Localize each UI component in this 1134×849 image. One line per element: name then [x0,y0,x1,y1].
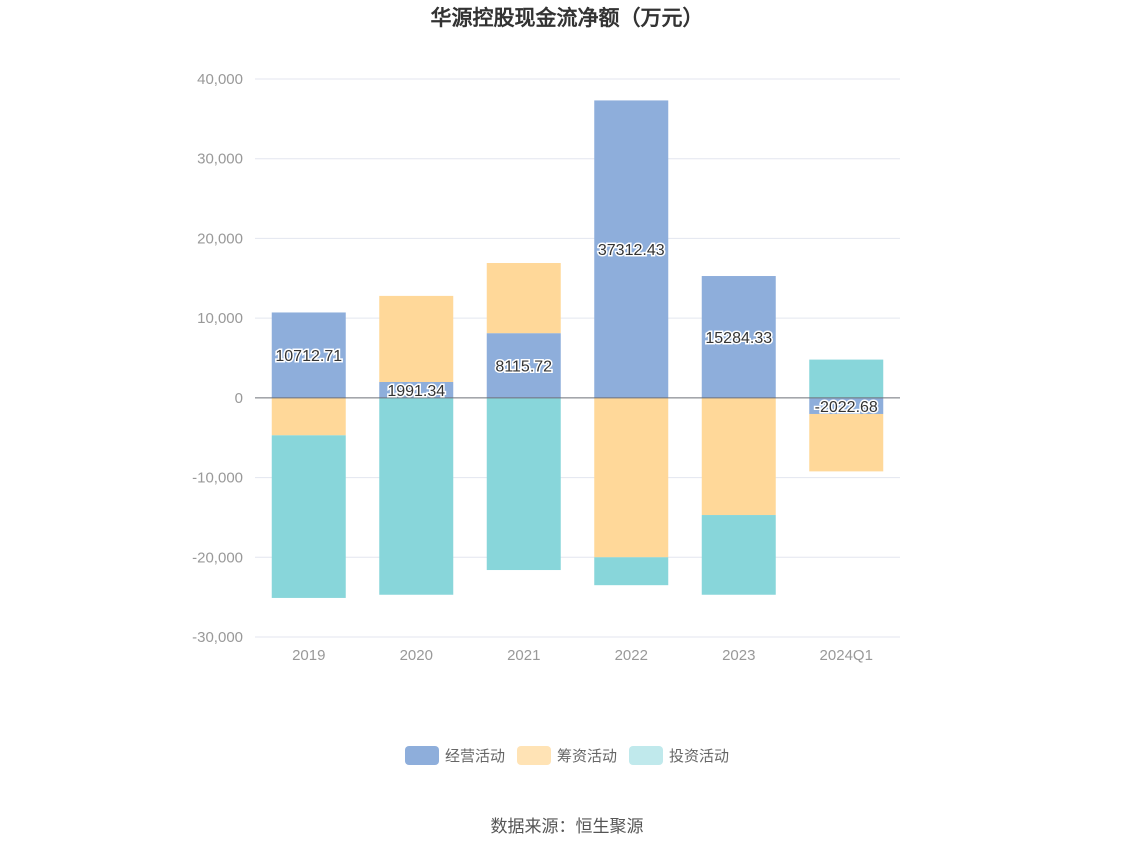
y-tick-label: 40,000 [197,71,243,88]
legend-label-operating: 经营活动 [444,747,505,765]
bar-financing [701,397,776,516]
bar-financing [809,413,884,472]
data-label: 37312.43 [598,242,665,259]
data-label: 8115.72 [495,359,552,376]
grid-layer [255,78,900,638]
legend-label-financing: 筹资活动 [556,747,617,765]
bar-operating [809,397,884,414]
axis-layer: 40,000 30,000 20,000 10,000 0 -10,000 -20,000 -… [192,71,900,664]
bar-operating [271,312,346,398]
y-tick-label: -10,000 [192,470,243,487]
bar-operating [486,333,561,398]
data-label: -2022.68 [815,399,878,416]
legend-label-investing: 投资活动 [669,747,730,765]
data-label: 15284.33 [705,330,772,347]
bar-financing [594,397,669,558]
bar-operating [594,100,669,398]
data-label: 10712.71 [275,348,342,365]
y-tick-label: 10,000 [197,310,243,327]
legend: 经营活动 筹资活动 投资活动 [0,745,1134,766]
bar-investing [594,557,669,586]
x-tick-label: 2023 [722,647,755,664]
y-tick-label: 0 [235,390,243,407]
bar-operating [701,276,776,398]
x-tick-label: 2024Q1 [820,647,873,664]
bar-investing [809,359,884,398]
bar-investing [486,397,561,571]
y-tick-label: -20,000 [192,549,243,566]
data-label-layer: 10712.71 1991.34 8115.72 37312.43 15284.33 -2… [274,241,880,418]
bar-investing [271,435,346,598]
x-tick-label: 2020 [400,647,433,664]
legend-swatch-operating [404,746,439,765]
data-label: 1991.34 [387,383,445,400]
bar-financing [271,397,346,436]
bar-financing [486,263,561,334]
source-note: 数据来源：恒生聚源 [490,817,644,837]
y-tick-label: -30,000 [192,629,243,646]
y-tick-label: 20,000 [197,230,243,247]
x-tick-label: 2022 [615,647,648,664]
bar-financing [379,295,454,382]
x-tick-label: 2019 [292,647,325,664]
bars-layer [271,100,884,598]
legend-item-operating[interactable]: 经营活动 [404,745,505,766]
bar-operating [379,381,454,398]
legend-item-investing[interactable]: 投资活动 [629,745,729,766]
bar-investing [379,397,454,595]
y-tick-label: 30,000 [197,151,243,168]
legend-swatch-investing [629,746,663,765]
bar-investing [701,515,776,595]
legend-item-financing[interactable]: 筹资活动 [516,745,617,766]
legend-swatch-financing [516,746,551,765]
chart-title: 华源控股现金流净额（万元） [430,6,704,30]
x-tick-label: 2021 [507,647,540,664]
